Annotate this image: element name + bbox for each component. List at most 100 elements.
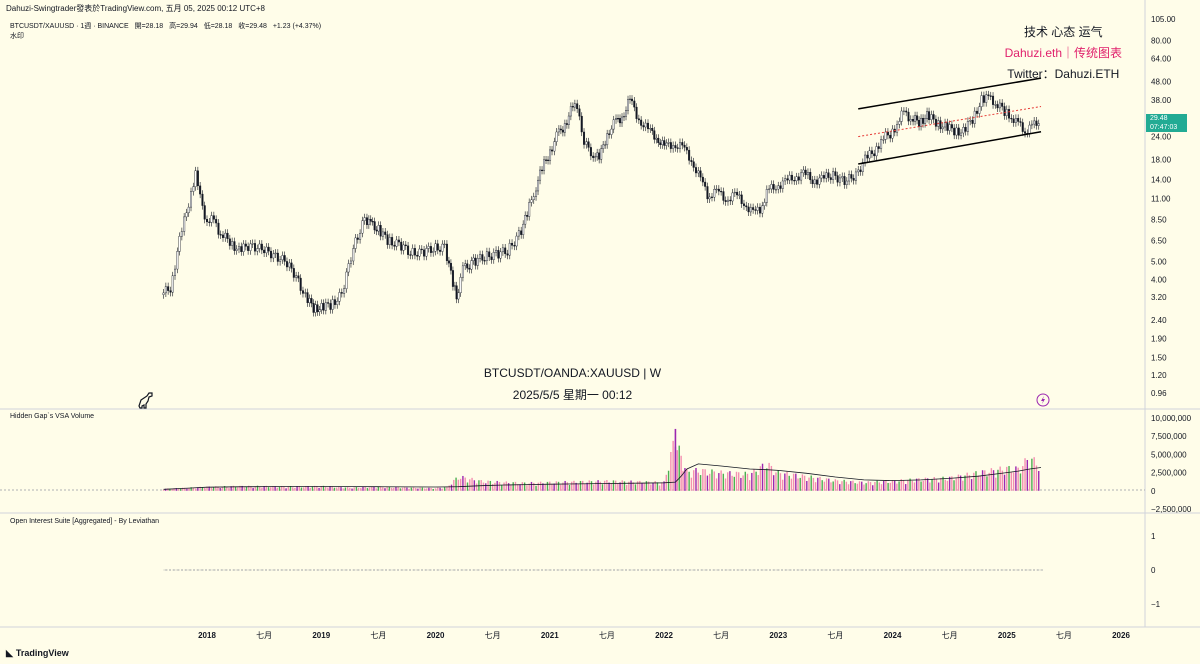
candle-body <box>250 244 252 251</box>
volume-bar <box>720 470 721 490</box>
time-axis[interactable]: 2018 七月 2019 七月 2020 七月 2021 七月 2022 七月 2023 七月 2024… <box>198 631 1130 640</box>
time-tick-label: 2024 <box>884 631 902 640</box>
ohlc-open: 開=28.18 <box>135 23 164 30</box>
candle-body <box>750 207 752 211</box>
watermark-label[interactable]: 水印 <box>10 31 24 41</box>
candle-body <box>179 236 181 251</box>
candle-body <box>270 251 272 258</box>
volume-bar <box>340 487 341 491</box>
candle-body <box>640 120 642 125</box>
time-tick-label: 2021 <box>541 631 559 640</box>
symbol-name[interactable]: BTCUSDT/XAUUSD · 1週 · BINANCE <box>10 23 129 30</box>
volume-bar <box>451 485 452 491</box>
volume-bar <box>279 487 280 491</box>
time-tick-label: 2020 <box>427 631 445 640</box>
candle-body <box>693 162 695 168</box>
candle-body <box>176 251 178 269</box>
volume-bar <box>270 487 271 491</box>
candle-body <box>516 236 518 246</box>
volume-bar <box>578 484 579 491</box>
oi-tick-label: −1 <box>1151 600 1161 609</box>
volume-bar <box>354 487 355 490</box>
volume-bar <box>1004 475 1005 491</box>
volume-bar <box>329 486 330 490</box>
price-tick-label: 11.00 <box>1151 195 1171 204</box>
candle-body <box>809 172 811 180</box>
volume-bar <box>404 487 405 491</box>
candle-body <box>889 135 891 138</box>
candle-body <box>259 244 261 249</box>
volume-pane-title[interactable]: Hidden Gap`s VSA Volume <box>10 413 94 420</box>
volume-bar <box>310 488 311 491</box>
volume-bar <box>358 488 359 491</box>
candle-body <box>341 292 343 293</box>
candle-body <box>339 292 341 301</box>
volume-bar <box>439 488 440 491</box>
volume-bar <box>861 482 862 491</box>
volume-bar <box>1008 466 1009 491</box>
candle-body <box>1013 119 1015 123</box>
volume-bar <box>698 473 699 491</box>
candle-body <box>291 263 293 268</box>
volume-bar <box>593 485 594 491</box>
candle-body <box>655 138 657 139</box>
time-tick-label: 2018 <box>198 631 216 640</box>
volume-bar <box>471 478 472 491</box>
volume-bar <box>296 487 297 491</box>
candle-body <box>988 95 990 96</box>
price-axis[interactable]: 105.00 80.00 64.00 48.00 38.00 24.00 18.00 14.0… <box>1151 15 1176 398</box>
candle-body <box>807 172 809 175</box>
candle-body <box>992 96 994 105</box>
candle-body <box>789 175 791 180</box>
volume-bar <box>826 478 827 490</box>
tradingview-logo-icon: ◣ <box>6 648 13 659</box>
volume-bar <box>817 478 818 491</box>
volume-bar <box>800 478 801 491</box>
symbol-legend[interactable]: BTCUSDT/XAUUSD · 1週 · BINANCE 開=28.18 高=… <box>10 21 325 31</box>
candle-body <box>825 173 827 179</box>
volume-bar <box>971 479 972 491</box>
volume-bar <box>531 482 532 491</box>
candle-body <box>653 131 655 140</box>
volume-axis[interactable]: 10,000,000 7,500,000 5,000,000 2,500,000 0 −2… <box>1151 414 1192 514</box>
volume-bar <box>635 484 636 490</box>
candle-body <box>855 172 857 180</box>
candle-body <box>951 124 953 128</box>
volume-bar <box>969 475 970 491</box>
volume-bar <box>714 471 715 490</box>
tradingview-logo[interactable]: ◣ TradingView <box>6 648 69 659</box>
volume-bar <box>442 489 443 491</box>
volume-bar <box>778 470 779 490</box>
candle-body <box>570 106 572 116</box>
volume-tick-label: 10,000,000 <box>1151 414 1192 423</box>
volume-bar <box>582 481 583 491</box>
candle-body <box>880 140 882 149</box>
candle-body <box>343 289 345 294</box>
volume-bar <box>949 477 950 491</box>
candle-body <box>330 303 332 309</box>
candlestick-series <box>163 91 1040 317</box>
volume-bar <box>351 489 352 491</box>
candle-body <box>713 189 715 197</box>
candle-body <box>672 145 674 148</box>
volume-bar <box>571 482 572 491</box>
oi-axis[interactable]: 1 0 −1 <box>1151 532 1161 609</box>
candle-body <box>720 191 722 192</box>
candle-body <box>551 150 553 151</box>
volume-bar <box>584 484 585 491</box>
candle-body <box>268 247 270 251</box>
candle-body <box>564 123 566 132</box>
volume-bar <box>903 480 904 490</box>
candle-body <box>336 301 338 304</box>
candle-body <box>502 248 504 252</box>
candle-body <box>370 219 372 221</box>
price-tick-label: 0.96 <box>1151 389 1167 398</box>
candle-body <box>743 204 745 206</box>
volume-bar <box>914 482 915 490</box>
oi-pane-title[interactable]: Open Interest Suite [Aggregated] - By Le… <box>10 518 159 525</box>
candle-body <box>967 121 969 131</box>
volume-bar <box>595 482 596 491</box>
volume-bar <box>736 472 737 491</box>
volume-bar <box>716 478 717 490</box>
